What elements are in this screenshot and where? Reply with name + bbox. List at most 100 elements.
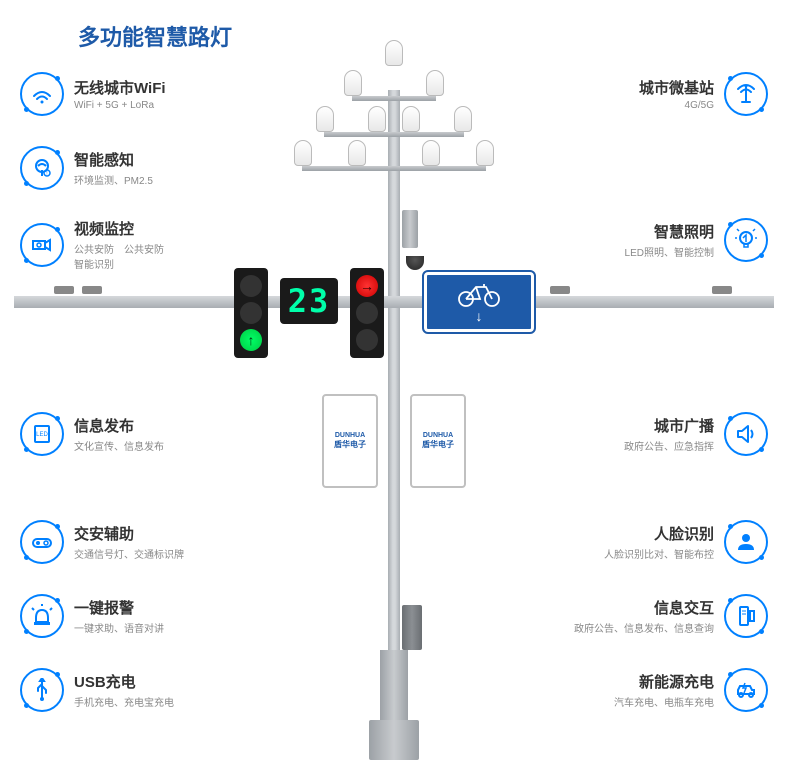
bicycle-icon <box>454 281 504 309</box>
feature-text: 一键报警一键求助、语音对讲 <box>74 597 164 635</box>
panel-brand-cn: 盾华电子 <box>422 439 454 450</box>
lamp-cluster <box>294 40 494 190</box>
feature-tower: 城市微基站4G/5G <box>639 72 768 116</box>
led-icon: LED <box>20 412 64 456</box>
traffic-light-right: → <box>350 268 384 358</box>
led-panel-left: DUNHUA 盾华电子 <box>322 394 378 488</box>
feature-text: 信息发布文化宣传、信息发布 <box>74 415 164 453</box>
tl-green-off <box>356 329 378 351</box>
feature-title: 一键报警 <box>74 597 164 618</box>
led-panel-right: DUNHUA 盾华电子 <box>410 394 466 488</box>
pole-plinth <box>380 650 408 720</box>
wifi-icon <box>20 72 64 116</box>
feature-led: LED 信息发布文化宣传、信息发布 <box>20 412 164 456</box>
lamp-head <box>348 140 366 166</box>
feature-subtitle: 4G/5G <box>639 100 714 111</box>
panel-brand-cn: 盾华电子 <box>334 439 366 450</box>
feature-text: 新能源充电汽车充电、电瓶车充电 <box>614 671 714 709</box>
bike-lane-sign: ↓ <box>424 272 534 332</box>
feature-text: 城市微基站4G/5G <box>639 77 714 111</box>
feature-sense: ! 智能感知环境监测、PM2.5 <box>20 146 153 190</box>
feature-ev: 新能源充电汽车充电、电瓶车充电 <box>614 668 768 712</box>
sense-icon: ! <box>20 146 64 190</box>
feature-subtitle: 交通信号灯、交通标识牌 <box>74 546 184 561</box>
feature-text: 信息交互政府公告、信息发布、信息查询 <box>574 597 714 635</box>
ev-icon <box>724 668 768 712</box>
usb-icon <box>20 668 64 712</box>
lamp-head <box>454 106 472 132</box>
alarm-icon <box>20 594 64 638</box>
feature-title: 智慧照明 <box>625 221 714 242</box>
tl-yellow-off <box>356 302 378 324</box>
feature-title: 视频监控 <box>74 218 164 239</box>
tl-yellow-off <box>240 302 262 324</box>
feature-title: 人脸识别 <box>604 523 714 544</box>
control-box <box>402 605 422 650</box>
tl-red-right-arrow: → <box>356 275 378 297</box>
tl-red-off <box>240 275 262 297</box>
page-title: 多功能智慧路灯 <box>78 20 232 52</box>
feature-subtitle: 文化宣传、信息发布 <box>74 438 164 453</box>
pole-base <box>369 720 419 760</box>
feature-face: 人脸识别人脸识别比对、智能布控 <box>604 520 768 564</box>
lamp-head <box>422 140 440 166</box>
feature-alarm: 一键报警一键求助、语音对讲 <box>20 594 164 638</box>
lamp-crossarm <box>352 96 436 101</box>
tl-green-arrow: ↑ <box>240 329 262 351</box>
feature-traffic: 交安辅助交通信号灯、交通标识牌 <box>20 520 184 564</box>
feature-title: 城市广播 <box>624 415 714 436</box>
feature-bulb: 智慧照明 LED照明、智能控制 <box>625 218 768 262</box>
feature-text: 城市广播政府公告、应急指挥 <box>624 415 714 453</box>
feature-subtitle: 汽车充电、电瓶车充电 <box>614 694 714 709</box>
lamp-head <box>385 40 403 66</box>
feature-subtitle: 公共安防 公共安防 智能识别 <box>74 241 164 271</box>
feature-text: USB充电手机充电、充电宝充电 <box>74 671 174 709</box>
feature-subtitle: LED照明、智能控制 <box>625 244 714 259</box>
feature-subtitle: 人脸识别比对、智能布控 <box>604 546 714 561</box>
feature-title: 交安辅助 <box>74 523 184 544</box>
feature-camera: 视频监控公共安防 公共安防 智能识别 <box>20 218 164 271</box>
countdown-display: 23 <box>280 278 338 324</box>
feature-speaker: 城市广播政府公告、应急指挥 <box>624 412 768 456</box>
sensor-unit <box>402 210 418 248</box>
arm-camera <box>54 286 74 294</box>
feature-wifi: 无线城市WiFi WiFi + 5G + LoRa <box>20 72 166 116</box>
arm-camera <box>550 286 570 294</box>
lamp-crossarm <box>302 166 486 171</box>
feature-text: 智能感知环境监测、PM2.5 <box>74 149 153 187</box>
face-icon <box>724 520 768 564</box>
feature-text: 交安辅助交通信号灯、交通标识牌 <box>74 523 184 561</box>
bulb-icon <box>724 218 768 262</box>
feature-subtitle: 政府公告、应急指挥 <box>624 438 714 453</box>
feature-title: 无线城市WiFi <box>74 77 166 98</box>
svg-text:!: ! <box>46 171 47 177</box>
feature-subtitle: 政府公告、信息发布、信息查询 <box>574 620 714 635</box>
panel-brand-en: DUNHUA <box>423 432 453 439</box>
feature-kiosk: 信息交互政府公告、信息发布、信息查询 <box>574 594 768 638</box>
feature-title: 智能感知 <box>74 149 153 170</box>
lamp-head <box>402 106 420 132</box>
svg-text:LED: LED <box>36 432 48 438</box>
traffic-crossarm <box>14 296 774 308</box>
feature-subtitle: WiFi + 5G + LoRa <box>74 100 166 111</box>
dome-camera <box>406 256 424 270</box>
kiosk-icon <box>724 594 768 638</box>
feature-title: USB充电 <box>74 671 174 692</box>
speaker-icon <box>724 412 768 456</box>
feature-text: 人脸识别人脸识别比对、智能布控 <box>604 523 714 561</box>
feature-text: 智慧照明 LED照明、智能控制 <box>625 221 714 259</box>
feature-subtitle: 环境监测、PM2.5 <box>74 172 153 187</box>
feature-text: 视频监控公共安防 公共安防 智能识别 <box>74 218 164 271</box>
traffic-icon <box>20 520 64 564</box>
feature-subtitle: 手机充电、充电宝充电 <box>74 694 174 709</box>
camera-icon <box>20 223 64 267</box>
traffic-light-left: ↑ <box>234 268 268 358</box>
feature-title: 信息发布 <box>74 415 164 436</box>
feature-title: 信息交互 <box>574 597 714 618</box>
arm-camera <box>82 286 102 294</box>
lamp-head <box>344 70 362 96</box>
lamp-head <box>476 140 494 166</box>
lamp-head <box>294 140 312 166</box>
tower-icon <box>724 72 768 116</box>
lamp-head <box>426 70 444 96</box>
